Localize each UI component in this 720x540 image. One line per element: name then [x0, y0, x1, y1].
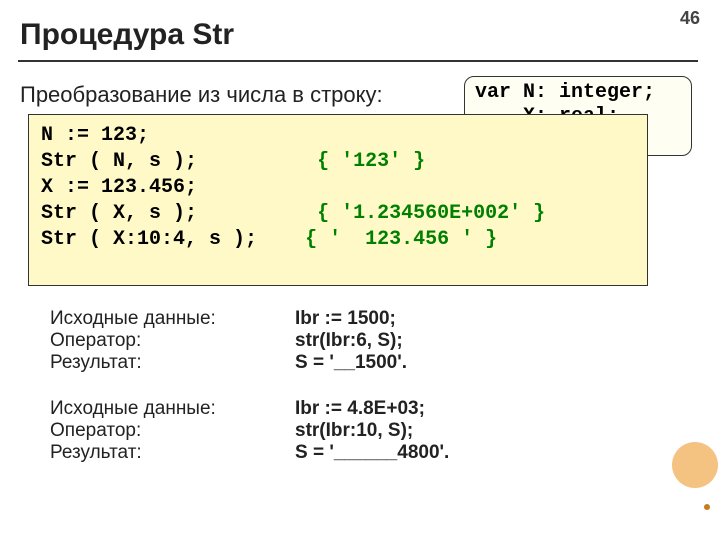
code-comment: { ' 123.456 ' }	[305, 228, 497, 251]
title-underline	[18, 60, 698, 62]
code-comment: { '123' }	[317, 150, 425, 173]
code-line: N := 123;	[41, 124, 149, 147]
example-value: str(Ibr:6, S);	[295, 330, 403, 352]
example-label-src: Исходные данные:	[50, 398, 295, 420]
example-value: str(Ibr:10, S);	[295, 420, 413, 442]
example-label-op: Оператор:	[50, 330, 295, 352]
code-line: Str ( X, s );	[41, 202, 197, 225]
code-example-box: N := 123; Str ( N, s ); { '123' } X := 1…	[28, 114, 648, 286]
decorative-dot	[704, 504, 710, 510]
example-value: Ibr := 1500;	[295, 308, 396, 330]
page-number: 46	[680, 8, 700, 29]
example-value: Ibr := 4.8E+03;	[295, 398, 425, 420]
decorative-circle	[672, 442, 718, 488]
example-label-res: Результат:	[50, 352, 295, 374]
example-1: Исходные данные: Ibr := 1500; Оператор: …	[50, 308, 670, 374]
subtitle: Преобразование из числа в строку:	[20, 82, 383, 108]
page-title: Процедура Str	[20, 18, 234, 52]
code-line: Str ( N, s );	[41, 150, 197, 173]
examples-section: Исходные данные: Ibr := 1500; Оператор: …	[50, 308, 670, 488]
code-comment: { '1.234560E+002' }	[317, 202, 545, 225]
example-label-res: Результат:	[50, 442, 295, 464]
example-label-op: Оператор:	[50, 420, 295, 442]
code-line: Str ( X:10:4, s );	[41, 228, 257, 251]
example-2: Исходные данные: Ibr := 4.8E+03; Операто…	[50, 398, 670, 464]
example-label-src: Исходные данные:	[50, 308, 295, 330]
code-line: X := 123.456;	[41, 176, 197, 199]
example-value: S = '______4800'.	[295, 442, 449, 464]
example-value: S = '__1500'.	[295, 352, 407, 374]
